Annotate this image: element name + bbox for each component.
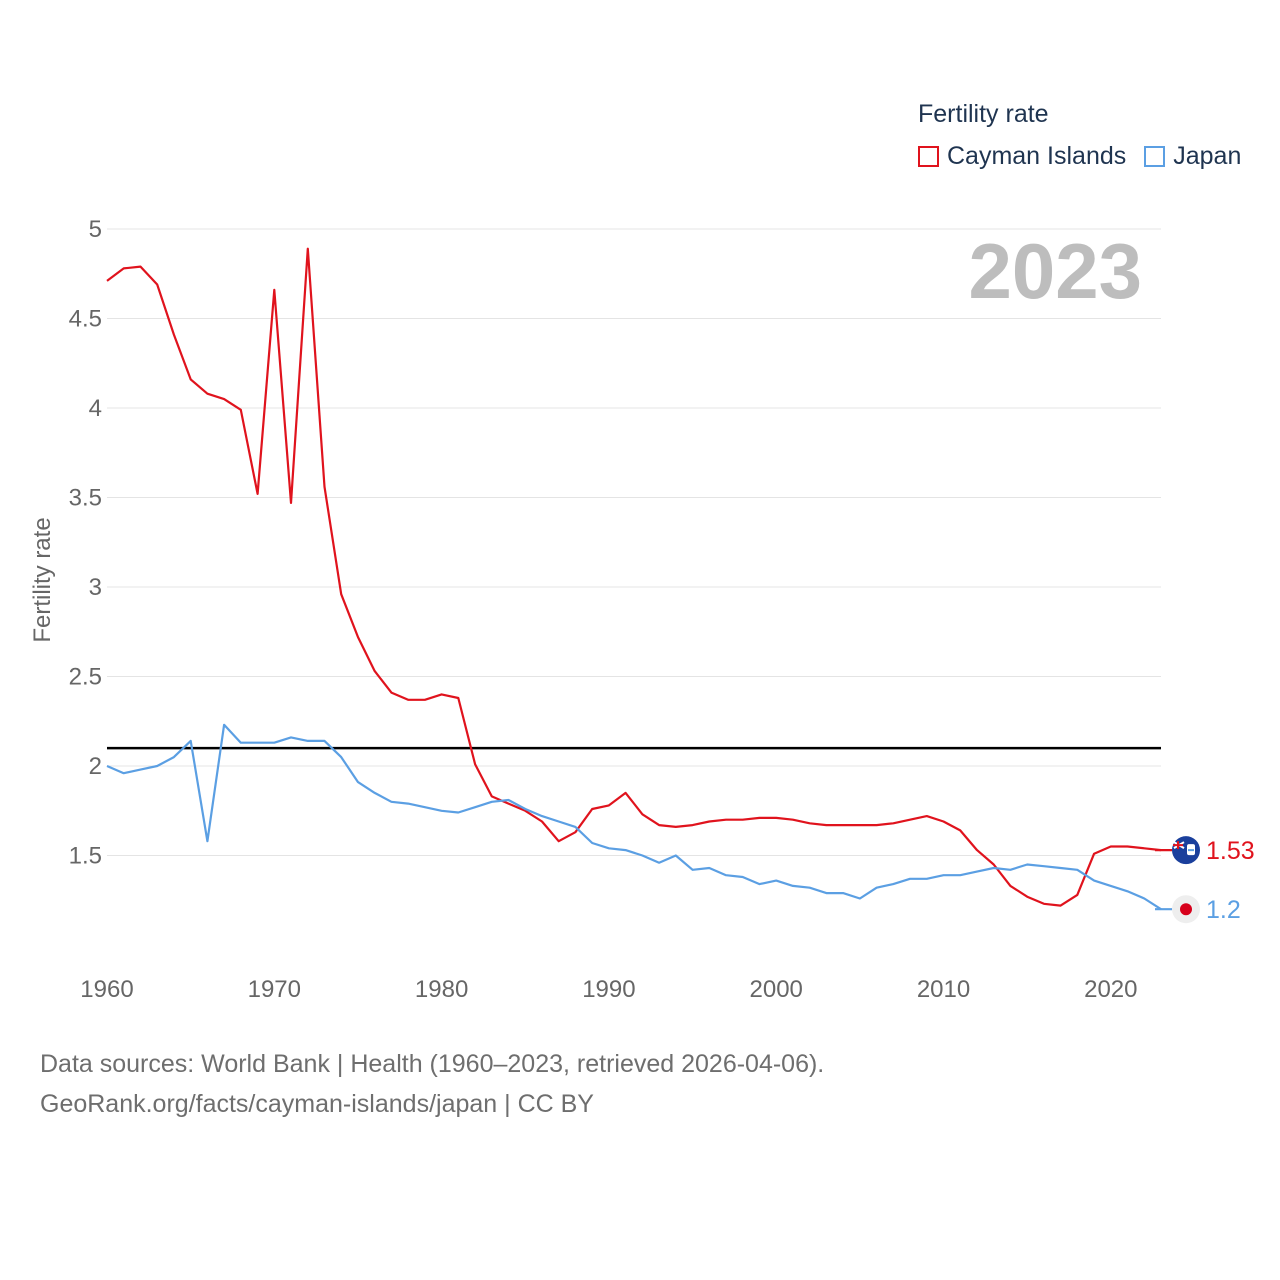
end-value-label-cayman-islands: 1.53: [1206, 837, 1255, 865]
flag-cross: [1173, 841, 1183, 850]
y-tick-label: 1.5: [69, 843, 102, 870]
y-tick-label: 3: [89, 574, 102, 601]
y-tick-label: 2.5: [69, 664, 102, 691]
y-tick-label: 4.5: [69, 306, 102, 333]
y-tick-label: 2: [89, 753, 102, 780]
flag-icon-cayman-islands: [1172, 836, 1200, 865]
x-tick-label: 2020: [1084, 976, 1137, 1003]
x-tick-label: 1980: [415, 976, 468, 1003]
legend: Cayman Islands Japan: [918, 142, 1259, 171]
y-axis-ticks: 1.5 2 2.5 3 3.5 4 4.5 5: [69, 216, 102, 870]
series-line-cayman-islands[interactable]: [106, 247, 1162, 907]
end-value-label-japan: 1.2: [1206, 896, 1241, 924]
legend-item-cayman-islands[interactable]: Cayman Islands: [918, 142, 1126, 171]
legend-label-japan: Japan: [1173, 142, 1242, 170]
y-tick-label: 5: [89, 216, 102, 243]
legend-title: Fertility rate: [918, 100, 1049, 128]
end-markers: 1.53 1.2: [1155, 836, 1255, 924]
footer-sources: Data sources: World Bank | Health (1960–…: [40, 1050, 825, 1078]
footer-link[interactable]: GeoRank.org/facts/cayman-islands/japan |…: [40, 1090, 594, 1118]
footer: Data sources: World Bank | Health (1960–…: [40, 1044, 824, 1124]
legend-swatch-cayman-islands: [918, 146, 939, 167]
x-tick-label: 1960: [80, 976, 133, 1003]
series-group: [106, 247, 1162, 911]
legend-label-cayman-islands: Cayman Islands: [947, 142, 1127, 170]
legend-item-japan[interactable]: Japan: [1144, 142, 1241, 171]
x-axis-ticks: 1960 1970 1980 1990 2000 2010 2020: [80, 976, 1137, 1003]
x-tick-label: 2010: [917, 976, 970, 1003]
x-tick-label: 1990: [582, 976, 635, 1003]
flag-sun-japan: [1180, 903, 1192, 916]
y-tick-label: 4: [89, 395, 102, 422]
y-tick-label: 3.5: [69, 485, 102, 512]
series-line-japan[interactable]: [106, 723, 1162, 911]
legend-swatch-japan: [1144, 146, 1166, 167]
x-tick-label: 1970: [248, 976, 301, 1003]
grid: [107, 228, 1161, 856]
year-label: 2023: [968, 227, 1142, 315]
x-tick-label: 2000: [750, 976, 803, 1003]
